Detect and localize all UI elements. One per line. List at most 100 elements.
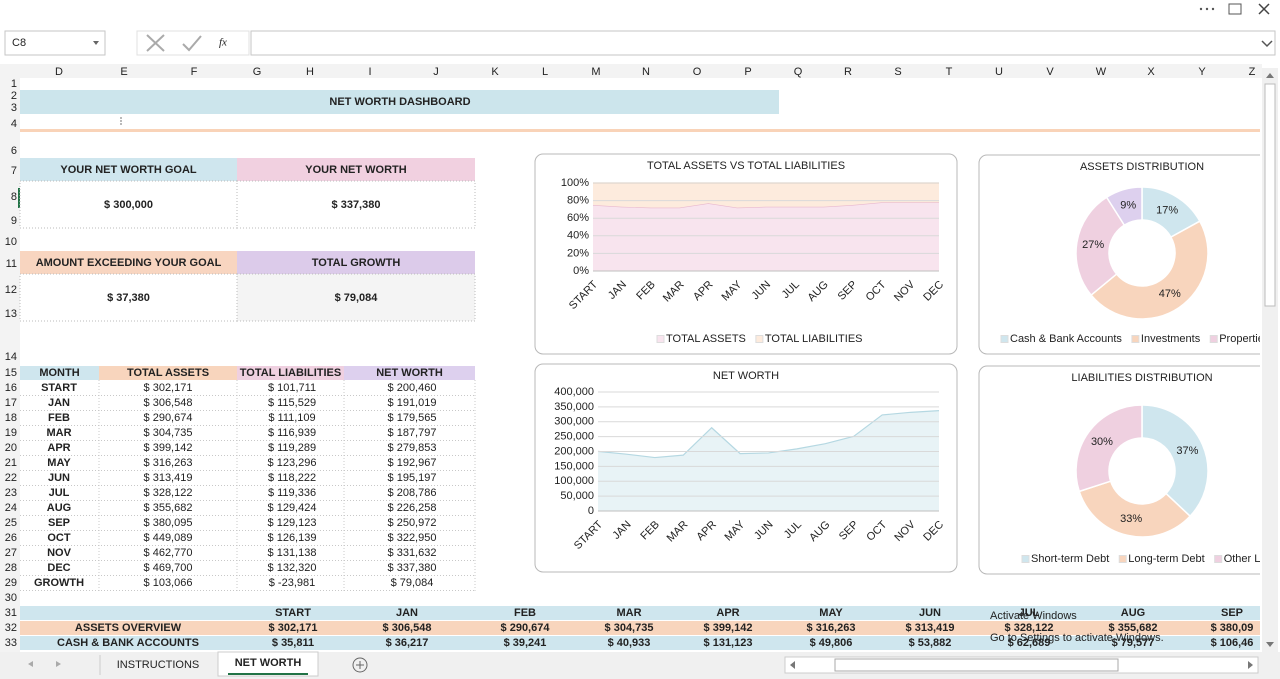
month-cell: SEP <box>48 517 70 529</box>
name-box <box>4 30 106 56</box>
column-header[interactable]: O <box>693 66 702 78</box>
overview-header: JUN <box>919 607 941 619</box>
column-header[interactable]: G <box>253 66 262 78</box>
row-header[interactable]: 11 <box>6 258 17 270</box>
column-header[interactable]: N <box>642 66 650 78</box>
legend-label: Short-term Debt <box>1031 553 1109 565</box>
overview-value: $ 62,689 <box>1008 637 1051 649</box>
row-header[interactable]: 20 <box>5 442 17 454</box>
data-label: 37% <box>1176 445 1198 457</box>
amount-cell: $ 179,565 <box>388 412 437 424</box>
column-header[interactable]: J <box>433 66 439 78</box>
row-header[interactable]: 14 <box>5 351 17 363</box>
column-header[interactable]: S <box>894 66 901 78</box>
column-header[interactable]: H <box>306 66 314 78</box>
row-header[interactable]: 22 <box>5 472 17 484</box>
kpi-header <box>20 158 237 181</box>
sheet-tab-active[interactable]: NET WORTH <box>235 657 302 669</box>
row-header[interactable]: 25 <box>5 517 17 529</box>
data-label: 17% <box>1156 204 1178 216</box>
h-scroll-left <box>790 661 795 669</box>
amount-cell: $ 192,967 <box>388 457 437 469</box>
add-sheet[interactable] <box>352 657 368 673</box>
row-header[interactable]: 13 <box>5 308 17 320</box>
row-header[interactable]: 19 <box>5 427 17 439</box>
column-header[interactable]: T <box>946 66 953 78</box>
column-header[interactable]: X <box>1147 66 1155 78</box>
y-tick-label: 350,000 <box>554 401 594 413</box>
amount-cell: $ -23,981 <box>269 577 315 589</box>
row-header[interactable]: 18 <box>5 412 17 424</box>
row-header[interactable]: 1 <box>11 78 17 90</box>
y-tick-label: 20% <box>567 247 589 259</box>
column-header[interactable]: L <box>542 66 548 78</box>
table-header: MONTH <box>39 367 79 379</box>
row-header[interactable]: 10 <box>5 236 17 248</box>
row-header[interactable]: 29 <box>5 577 17 589</box>
overview-value: $ 36,217 <box>386 637 429 649</box>
row-header[interactable]: 28 <box>5 562 17 574</box>
legend-swatch <box>1021 555 1030 563</box>
data-label: 33% <box>1120 513 1142 525</box>
h-scroll-thumb <box>834 658 1119 672</box>
column-header[interactable]: E <box>120 66 127 78</box>
row-header[interactable]: 6 <box>11 145 17 157</box>
row-header[interactable]: 31 <box>5 607 17 619</box>
row-header[interactable]: 15 <box>5 367 17 379</box>
row-header[interactable]: 21 <box>5 457 17 469</box>
row-header[interactable]: 27 <box>5 547 17 559</box>
column-header[interactable]: I <box>368 66 371 78</box>
row-header[interactable]: 4 <box>11 118 17 130</box>
column-header[interactable]: P <box>744 66 751 78</box>
row-header[interactable]: 3 <box>11 102 17 114</box>
scroll-thumb <box>1264 83 1276 307</box>
formula-expand <box>1261 40 1273 48</box>
column-header[interactable]: Z <box>1249 66 1256 78</box>
legend-swatch <box>755 335 764 343</box>
column-header[interactable]: K <box>491 66 499 78</box>
row-header[interactable]: 16 <box>5 382 17 394</box>
overview-header: MAY <box>819 607 843 619</box>
row-header[interactable]: 33 <box>5 637 17 649</box>
column-header[interactable]: M <box>591 66 600 78</box>
column-header[interactable]: Q <box>794 66 803 78</box>
overview-header: JUL <box>1019 607 1040 619</box>
column-header[interactable]: D <box>55 66 63 78</box>
row-header[interactable]: 30 <box>5 592 17 604</box>
sheet-tab[interactable]: INSTRUCTIONS <box>117 659 200 671</box>
overview-row <box>20 636 1260 650</box>
dropdown-arrow <box>93 41 99 45</box>
overview-value: $ 49,806 <box>810 637 853 649</box>
watermark: Go to Settings to activate Windows. <box>990 632 1164 644</box>
row-header[interactable]: 9 <box>11 215 17 227</box>
row-header[interactable]: 24 <box>5 502 17 514</box>
y-tick-label: 150,000 <box>554 460 594 472</box>
column-header[interactable]: R <box>844 66 852 78</box>
row-header[interactable]: 2 <box>11 90 17 102</box>
row-header[interactable]: 12 <box>5 284 17 296</box>
amount-cell: $ 195,197 <box>388 472 437 484</box>
column-header[interactable]: V <box>1046 66 1054 78</box>
column-header[interactable]: F <box>191 66 198 78</box>
column-header[interactable]: Y <box>1198 66 1206 78</box>
y-tick-label: 100% <box>561 177 589 189</box>
column-header-bar <box>0 64 1262 78</box>
column-header[interactable]: U <box>995 66 1003 78</box>
donut-slice <box>1105 186 1143 227</box>
row-header[interactable]: 7 <box>11 165 17 177</box>
row-header[interactable]: 23 <box>5 487 17 499</box>
menu-dot <box>1205 7 1209 11</box>
row-header[interactable]: 26 <box>5 532 17 544</box>
amount-cell: $ 290,674 <box>144 412 193 424</box>
kpi-value: $ 337,380 <box>332 199 381 211</box>
donut-slice <box>1090 220 1209 320</box>
legend-swatch <box>1214 555 1223 563</box>
column-header[interactable]: W <box>1096 66 1107 78</box>
row-header[interactable]: 32 <box>5 622 17 634</box>
amount-cell: $ 132,320 <box>268 562 317 574</box>
amount-cell: $ 115,529 <box>268 397 316 409</box>
row-header[interactable]: 8 <box>11 191 17 203</box>
overview-value: $ 131,123 <box>704 637 753 649</box>
row-header[interactable]: 17 <box>5 397 17 409</box>
